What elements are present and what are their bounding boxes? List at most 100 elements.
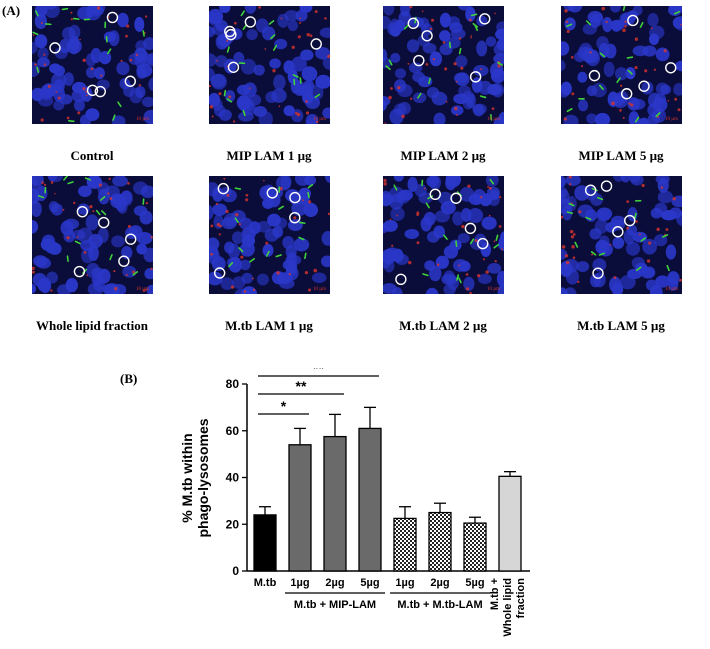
scale-bar-label: 10 µm: [665, 287, 678, 292]
nucleus: [452, 211, 464, 226]
lysosome-speck: [657, 115, 660, 118]
mtb-rod: [112, 114, 116, 121]
nucleus: [655, 275, 670, 288]
nucleus: [322, 107, 330, 119]
nucleus: [223, 213, 239, 227]
nucleus: [406, 39, 420, 53]
micrograph-image: 10 µm: [561, 6, 682, 124]
scale-bar-label: 10 µm: [487, 287, 500, 292]
lysosome-speck: [230, 285, 235, 289]
nucleus: [85, 214, 99, 231]
mtb-rod: [270, 34, 276, 40]
lysosome-speck: [209, 105, 214, 109]
nucleus: [324, 176, 330, 183]
nucleus: [657, 190, 674, 204]
lysosome-speck: [566, 260, 570, 265]
nucleus: [647, 12, 659, 27]
nucleus: [620, 176, 631, 183]
panel-b-label: (B): [120, 371, 138, 386]
nucleus: [565, 176, 581, 187]
nucleus: [133, 181, 148, 195]
marker-circle: [106, 11, 119, 24]
bar-chart: 0 20 40 60 80 % M.tb withinphago-lysosomes M.t…: [179, 368, 530, 637]
lysosome-speck: [416, 241, 420, 245]
mtb-rod: [132, 271, 139, 276]
nucleus: [256, 273, 269, 286]
micrograph-caption: Control: [70, 148, 114, 163]
bar: [323, 435, 347, 572]
nucleus: [85, 53, 96, 67]
nucleus: [639, 267, 655, 279]
nucleus: [110, 193, 126, 205]
lysosome-speck: [570, 56, 574, 59]
marker-circle: [612, 226, 624, 238]
micrograph-8: 10 µm: [561, 176, 682, 294]
marker-circle: [479, 13, 491, 25]
lysosome-speck: [43, 63, 47, 66]
mtb-rod: [95, 209, 101, 216]
lysosome-speck: [425, 63, 429, 66]
lysosome-speck: [494, 12, 496, 15]
mtb-rod: [566, 108, 573, 113]
lysosome-speck: [32, 266, 35, 271]
lysosome-speck: [144, 15, 148, 18]
nucleus: [233, 51, 245, 65]
lysosome-speck: [397, 85, 401, 90]
lysosome-speck: [127, 181, 130, 185]
micrograph-image: 10 µm: [209, 6, 330, 124]
nucleus: [476, 15, 488, 27]
nucleus: [271, 271, 286, 285]
lysosome-speck: [611, 101, 615, 106]
lysosome-speck: [138, 84, 141, 87]
mtb-rod: [278, 205, 284, 210]
nucleus: [666, 271, 680, 286]
nucleus: [286, 265, 297, 276]
mtb-rod: [422, 273, 429, 277]
lysosome-speck: [564, 254, 569, 258]
nucleus: [614, 67, 628, 81]
mtb-rod: [616, 77, 621, 84]
mtb-rod: [61, 7, 69, 11]
lysosome-speck: [238, 222, 242, 226]
lysosome-speck: [391, 244, 394, 247]
lysosome-speck: [480, 196, 483, 199]
mtb-rod: [265, 250, 270, 257]
lysosome-speck: [622, 116, 625, 119]
y-tick-label: 20: [226, 517, 240, 531]
mtb-rod: [223, 89, 227, 97]
lysosome-speck: [89, 204, 93, 209]
mtb-rod: [590, 251, 597, 256]
nucleus: [232, 276, 246, 289]
mtb-rod: [455, 240, 458, 247]
lysosome-speck: [663, 49, 667, 53]
lysosome-speck: [634, 37, 639, 41]
nucleus: [246, 29, 258, 41]
marker-circle: [584, 184, 597, 196]
nucleus: [32, 176, 44, 187]
lysosome-speck: [488, 214, 491, 217]
mtb-rod: [489, 178, 495, 185]
lysosome-speck: [577, 280, 580, 284]
lysosome-speck: [564, 9, 568, 13]
mtb-rod: [388, 59, 393, 66]
lysosome-speck: [421, 10, 424, 13]
mtb-rod: [639, 21, 644, 29]
nucleus: [394, 79, 407, 93]
lysosome-speck: [641, 183, 645, 188]
bar: [358, 427, 382, 572]
nucleus: [85, 108, 100, 121]
lysosome-speck: [622, 28, 626, 33]
scale-bar-label: 10 µm: [487, 117, 500, 122]
nucleus: [576, 261, 590, 273]
mtb-rod: [32, 31, 39, 36]
nucleus: [224, 241, 235, 254]
nucleus: [117, 12, 129, 28]
nucleus: [473, 64, 489, 77]
lysosome-speck: [653, 68, 657, 71]
nucleus: [32, 283, 37, 294]
nucleus: [630, 176, 644, 186]
lysosome-speck: [145, 201, 149, 205]
lysosome-speck: [307, 288, 312, 292]
lysosome-speck: [474, 239, 478, 243]
nucleus: [62, 26, 76, 41]
